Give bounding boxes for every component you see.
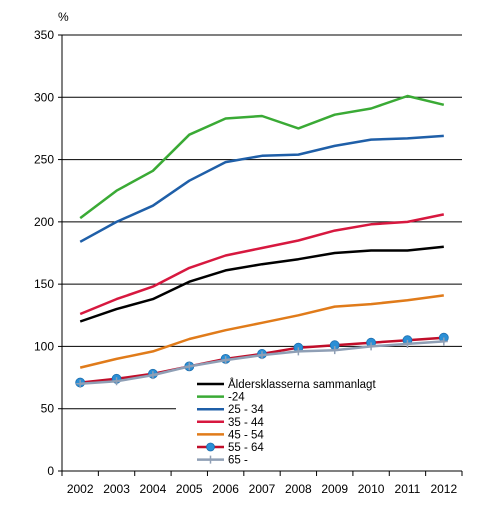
y-tick-label-100: 100 [34, 339, 54, 353]
legend-entry-0: Åldersklasserna sammanlagt [197, 378, 376, 391]
y-axis-label: % [58, 10, 69, 24]
legend-entry-5: 55 - 64 [197, 442, 264, 454]
y-tick-label-150: 150 [34, 277, 54, 291]
x-tick-labels: 2002 2003 2004 2005 2006 2007 2008 2009 2010 2011… [67, 482, 458, 496]
series-line-2 [79, 134, 444, 243]
x-tick-label-2005: 2005 [176, 482, 203, 496]
y-tick-label-200: 200 [34, 215, 54, 229]
data-point [112, 377, 121, 386]
series-4 [79, 294, 444, 369]
x-tick-label-2011: 2011 [395, 482, 421, 496]
series-line-0 [79, 245, 444, 323]
data-point [367, 342, 376, 351]
axes [58, 34, 463, 476]
data-point [258, 351, 266, 360]
x-tick-label-2012: 2012 [430, 482, 457, 496]
series-1 [79, 94, 445, 220]
legend-label: 55 - 64 [228, 442, 264, 454]
legend-marker [206, 442, 215, 452]
legend-label: 45 - 54 [228, 429, 264, 441]
y-tick-label-350: 350 [34, 28, 54, 42]
x-tick-label-2010: 2010 [358, 482, 385, 496]
grid-lines [62, 34, 462, 410]
legend-entry-2: 25 - 34 [197, 404, 264, 416]
series-3 [79, 213, 445, 316]
data-point [294, 347, 303, 356]
legend-label: 65 - [228, 455, 248, 467]
legend-label: 25 - 34 [228, 404, 264, 416]
y-tick-label-300: 300 [34, 90, 54, 104]
legend-entry-3: 35 - 44 [197, 417, 264, 429]
x-tick-label-2002: 2002 [67, 482, 94, 496]
series-6 [76, 337, 448, 388]
x-tick-label-2004: 2004 [140, 482, 167, 496]
x-tick-label-2003: 2003 [103, 482, 130, 496]
legend-entry-1: -24 [197, 392, 245, 404]
data-point [76, 379, 85, 388]
y-tick-label-0: 0 [47, 464, 54, 478]
series-lines [75, 94, 449, 388]
data-point [403, 339, 412, 348]
legend-label: 35 - 44 [228, 417, 264, 429]
x-tick-label-2009: 2009 [321, 482, 348, 496]
data-point [148, 371, 157, 380]
y-tick-label-250: 250 [34, 153, 54, 167]
legend-entry-4: 45 - 54 [197, 429, 264, 441]
x-tick-label-2007: 2007 [249, 482, 276, 496]
y-tick-label-50: 50 [41, 402, 55, 416]
data-point [221, 356, 230, 365]
y-tick-labels: 0 50 100 150 200 250 300 350 [34, 28, 54, 478]
series-0 [79, 245, 444, 323]
x-tick-label-2008: 2008 [285, 482, 312, 496]
series-line-6 [80, 340, 444, 386]
series-line-1 [79, 94, 445, 220]
legend-label: -24 [228, 392, 245, 404]
series-line-4 [79, 294, 444, 369]
legend-label: Åldersklasserna sammanlagt [228, 378, 376, 391]
data-point [330, 346, 339, 355]
legend-marker [206, 455, 215, 464]
data-point [185, 362, 194, 371]
series-2 [79, 134, 444, 243]
legend-entry-6: 65 - [197, 455, 248, 467]
x-tick-label-2006: 2006 [212, 482, 239, 496]
data-point [439, 337, 448, 346]
series-line-3 [79, 213, 445, 316]
